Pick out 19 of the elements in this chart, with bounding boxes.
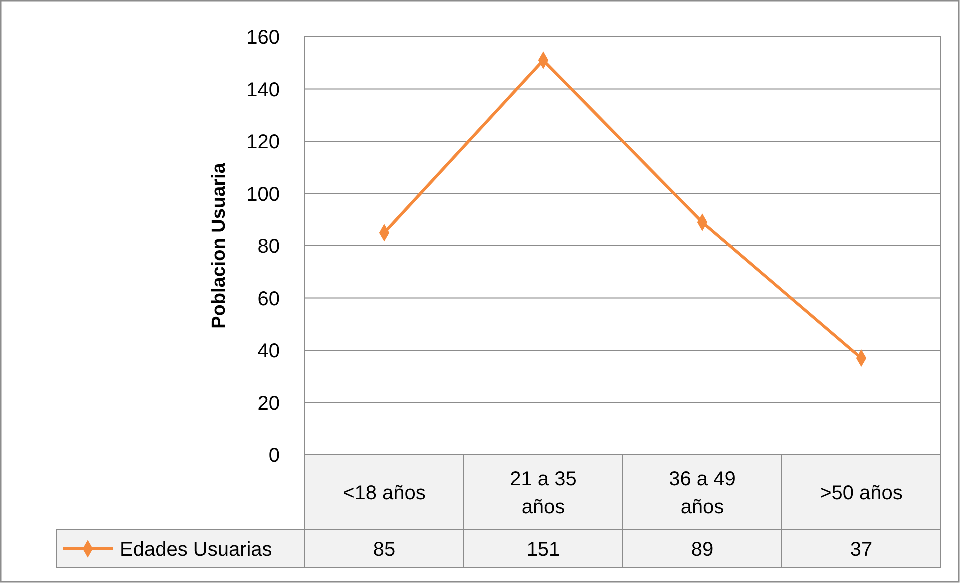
x-tick-label: >50 años (820, 482, 903, 504)
y-tick-label: 20 (258, 392, 280, 415)
y-axis-title: Poblacion Usuaria (209, 162, 230, 329)
y-tick-label: 100 (246, 184, 280, 206)
y-tick-label: 0 (268, 445, 280, 467)
data-label: 89 (691, 539, 714, 561)
y-tick-label: 140 (246, 79, 280, 102)
y-tick-label: 120 (246, 132, 280, 154)
y-tick-label: 80 (258, 236, 280, 258)
data-label: 37 (850, 539, 873, 561)
x-tick-label: 21 a 35 años (510, 468, 577, 518)
y-tick-label: 40 (258, 340, 280, 362)
data-label: 85 (373, 539, 396, 561)
y-tick-label: 160 (246, 27, 280, 49)
x-tick-label: 36 a 49 años (669, 468, 736, 518)
x-tick-label: <18 años (343, 482, 426, 504)
data-label: 151 (526, 539, 560, 561)
y-tick-label: 60 (258, 288, 280, 310)
legend-label: Edades Usuarias (120, 539, 272, 561)
